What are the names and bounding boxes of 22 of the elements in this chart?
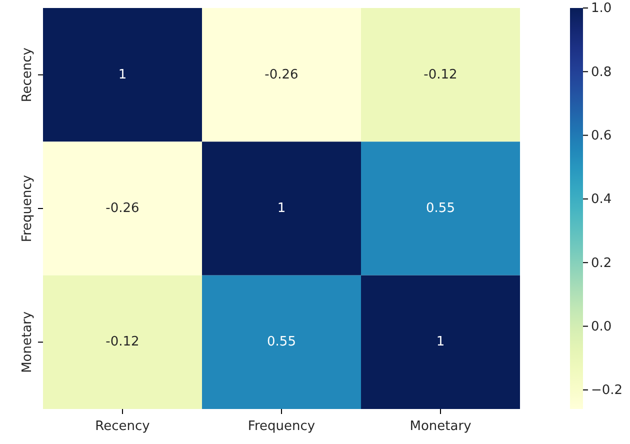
data-label: 1	[277, 201, 286, 216]
y-tick-label: Monetary	[20, 311, 35, 373]
x-tick-label: Monetary	[410, 419, 472, 434]
data-label: -0.12	[106, 334, 140, 350]
color-bar-label: 0.6	[591, 128, 612, 144]
x-tick-label: Recency	[95, 419, 150, 434]
color-bar-label: 0.8	[591, 64, 612, 80]
data-label: 0.55	[426, 201, 455, 216]
data-label: 0.55	[267, 334, 296, 350]
x-tick-label: Frequency	[248, 419, 316, 434]
color-bar-label: 0.0	[591, 319, 612, 334]
data-label: -0.26	[264, 67, 298, 82]
y-tick-label: Recency	[20, 47, 35, 102]
data-label: -0.26	[106, 201, 140, 216]
color-bar-label: 0.2	[591, 256, 612, 271]
data-label: 1	[118, 67, 127, 82]
data-label: 1	[436, 334, 445, 350]
y-tick-label: Frequency	[20, 174, 35, 242]
color-bar-label: −0.2	[591, 383, 623, 398]
color-bar-label: 0.4	[591, 192, 612, 208]
color-bar-label: 1.0	[591, 1, 612, 16]
data-label: -0.12	[424, 67, 458, 82]
